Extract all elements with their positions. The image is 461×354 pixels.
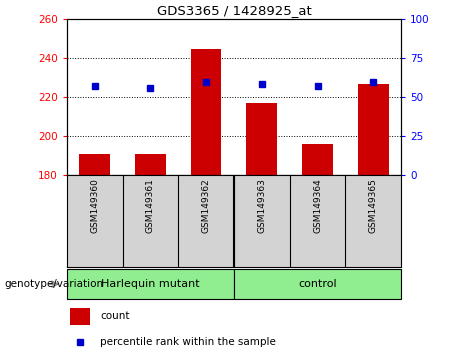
Bar (234, 269, 401, 299)
Bar (79, 154, 110, 175)
Text: GSM149362: GSM149362 (201, 178, 211, 233)
Title: GDS3365 / 1428925_at: GDS3365 / 1428925_at (157, 4, 311, 17)
Text: percentile rank within the sample: percentile rank within the sample (100, 337, 276, 347)
Bar (70, 308, 90, 325)
Text: Harlequin mutant: Harlequin mutant (101, 279, 200, 289)
Text: GSM149361: GSM149361 (146, 178, 155, 233)
Bar (302, 144, 333, 175)
Text: GSM149363: GSM149363 (257, 178, 266, 233)
Bar (135, 154, 165, 175)
Text: count: count (100, 312, 130, 321)
Bar (358, 84, 389, 175)
Text: genotype/variation: genotype/variation (5, 279, 104, 289)
Text: GSM149360: GSM149360 (90, 178, 99, 233)
Bar (191, 48, 221, 175)
Text: GSM149365: GSM149365 (369, 178, 378, 233)
Bar (67, 269, 234, 299)
Text: GSM149364: GSM149364 (313, 178, 322, 233)
Text: control: control (298, 279, 337, 289)
Bar (247, 103, 277, 175)
